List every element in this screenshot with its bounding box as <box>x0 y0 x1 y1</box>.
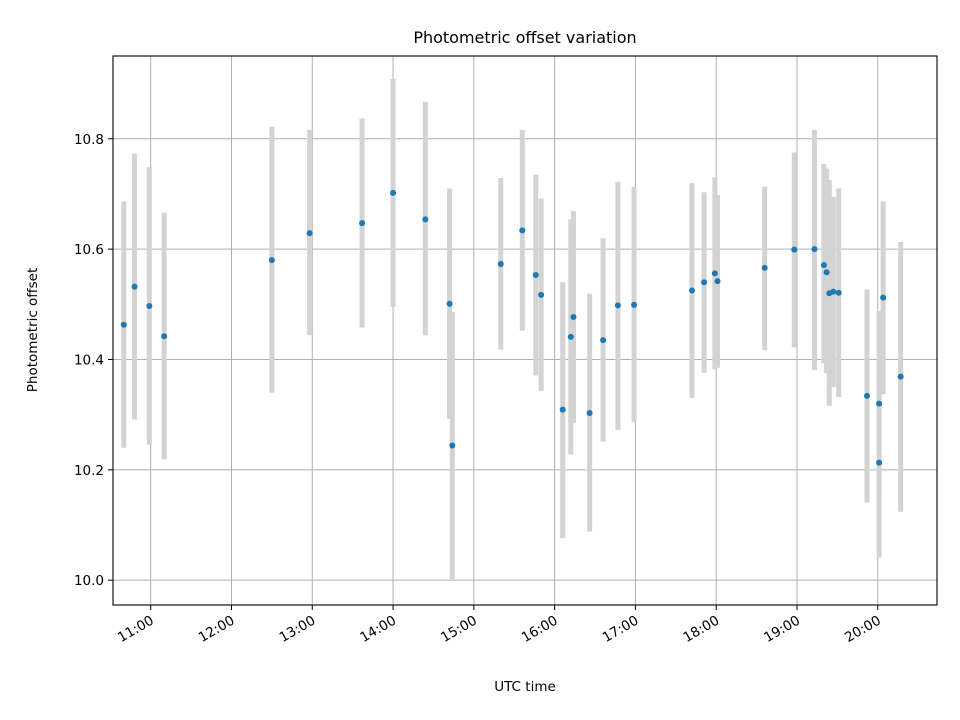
data-point <box>835 289 842 296</box>
data-point <box>131 283 138 290</box>
x-axis-label: UTC time <box>494 679 556 695</box>
x-tick-label: 20:00 <box>842 613 884 646</box>
data-point <box>876 400 883 407</box>
data-point <box>714 278 721 285</box>
x-tick-label: 17:00 <box>600 613 642 646</box>
y-tick-label: 10.6 <box>74 242 104 258</box>
data-point <box>631 301 638 308</box>
data-point <box>567 333 574 340</box>
x-tick-label: 11:00 <box>115 613 157 646</box>
data-point <box>614 302 621 309</box>
data-point <box>146 302 153 309</box>
data-point <box>161 333 168 340</box>
data-point <box>519 227 526 234</box>
data-point <box>449 442 456 449</box>
data-point <box>830 288 837 295</box>
data-point <box>820 262 827 269</box>
chart-title: Photometric offset variation <box>413 28 636 47</box>
data-point <box>538 291 545 298</box>
data-point <box>897 373 904 380</box>
data-point <box>688 287 695 294</box>
data-point <box>497 261 504 268</box>
errorbar-layer <box>121 79 904 580</box>
data-point <box>532 272 539 279</box>
data-point <box>880 294 887 301</box>
x-tick-label: 13:00 <box>277 613 319 646</box>
data-point <box>306 230 313 237</box>
x-tick-layer: 11:00 12:00 13:00 14:00 15:00 16:00 17:00 18:00… <box>115 605 884 646</box>
data-point <box>359 220 366 227</box>
x-tick-label: 16:00 <box>519 613 561 646</box>
data-point <box>876 459 883 466</box>
x-tick-label: 14:00 <box>357 613 399 646</box>
y-tick-label: 10.8 <box>74 132 104 148</box>
data-point <box>422 216 429 223</box>
data-point <box>268 257 275 264</box>
data-point <box>863 392 870 399</box>
data-point <box>390 189 397 196</box>
x-tick-label: 18:00 <box>680 613 722 646</box>
y-axis-label: Photometric offset <box>25 268 41 392</box>
data-point <box>701 279 708 286</box>
data-point <box>711 270 718 277</box>
data-point <box>586 409 593 416</box>
x-tick-label: 19:00 <box>761 613 803 646</box>
data-point <box>811 246 818 253</box>
y-tick-layer: 10.0 10.2 10.4 10.6 10.8 <box>74 132 113 589</box>
data-point <box>600 337 607 344</box>
data-point <box>446 300 453 307</box>
data-point <box>559 406 566 413</box>
data-point <box>761 264 768 271</box>
grid-layer <box>113 56 937 605</box>
plot-frame <box>112 55 938 606</box>
data-point <box>823 269 830 276</box>
point-layer <box>120 189 904 466</box>
x-tick-label: 12:00 <box>196 613 238 646</box>
data-point <box>570 313 577 320</box>
data-point <box>120 321 127 328</box>
x-tick-label: 15:00 <box>438 613 480 646</box>
data-point <box>791 246 798 253</box>
y-tick-label: 10.0 <box>74 573 104 589</box>
y-tick-label: 10.2 <box>74 463 104 479</box>
y-tick-label: 10.4 <box>74 352 104 368</box>
